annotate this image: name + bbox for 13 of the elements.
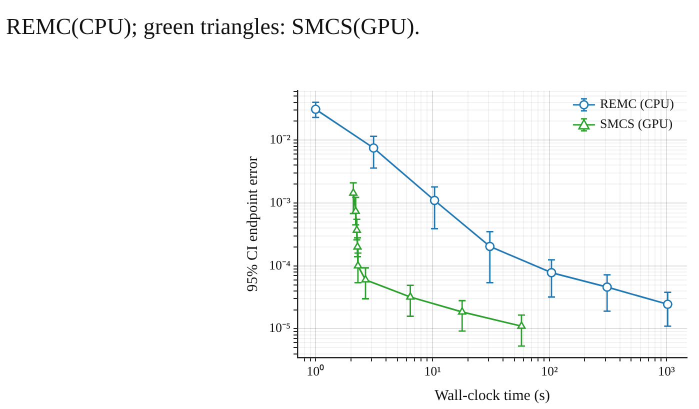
- x-axis-title: Wall-clock time (s): [434, 388, 550, 404]
- x-tick-label: 10³: [658, 364, 675, 379]
- y-axis-title: 95% CI endpoint error: [244, 156, 261, 292]
- legend-label: SMCS (GPU): [600, 116, 673, 132]
- x-tick-label: 10¹: [424, 364, 442, 379]
- y-tick-label: 10⁻³: [270, 194, 291, 210]
- text: REMC(CPU); green triangles: SMCS(GPU).: [6, 14, 420, 40]
- y-tick-label: 10⁻⁴: [268, 257, 291, 272]
- x-tick-label: 10²: [541, 364, 558, 379]
- legend-label: REMC (CPU): [600, 96, 674, 112]
- x-tick-label: 10⁰: [306, 364, 325, 379]
- y-tick-label: 10⁻⁵: [268, 320, 291, 336]
- y-tick-label: 10⁻²: [270, 132, 291, 147]
